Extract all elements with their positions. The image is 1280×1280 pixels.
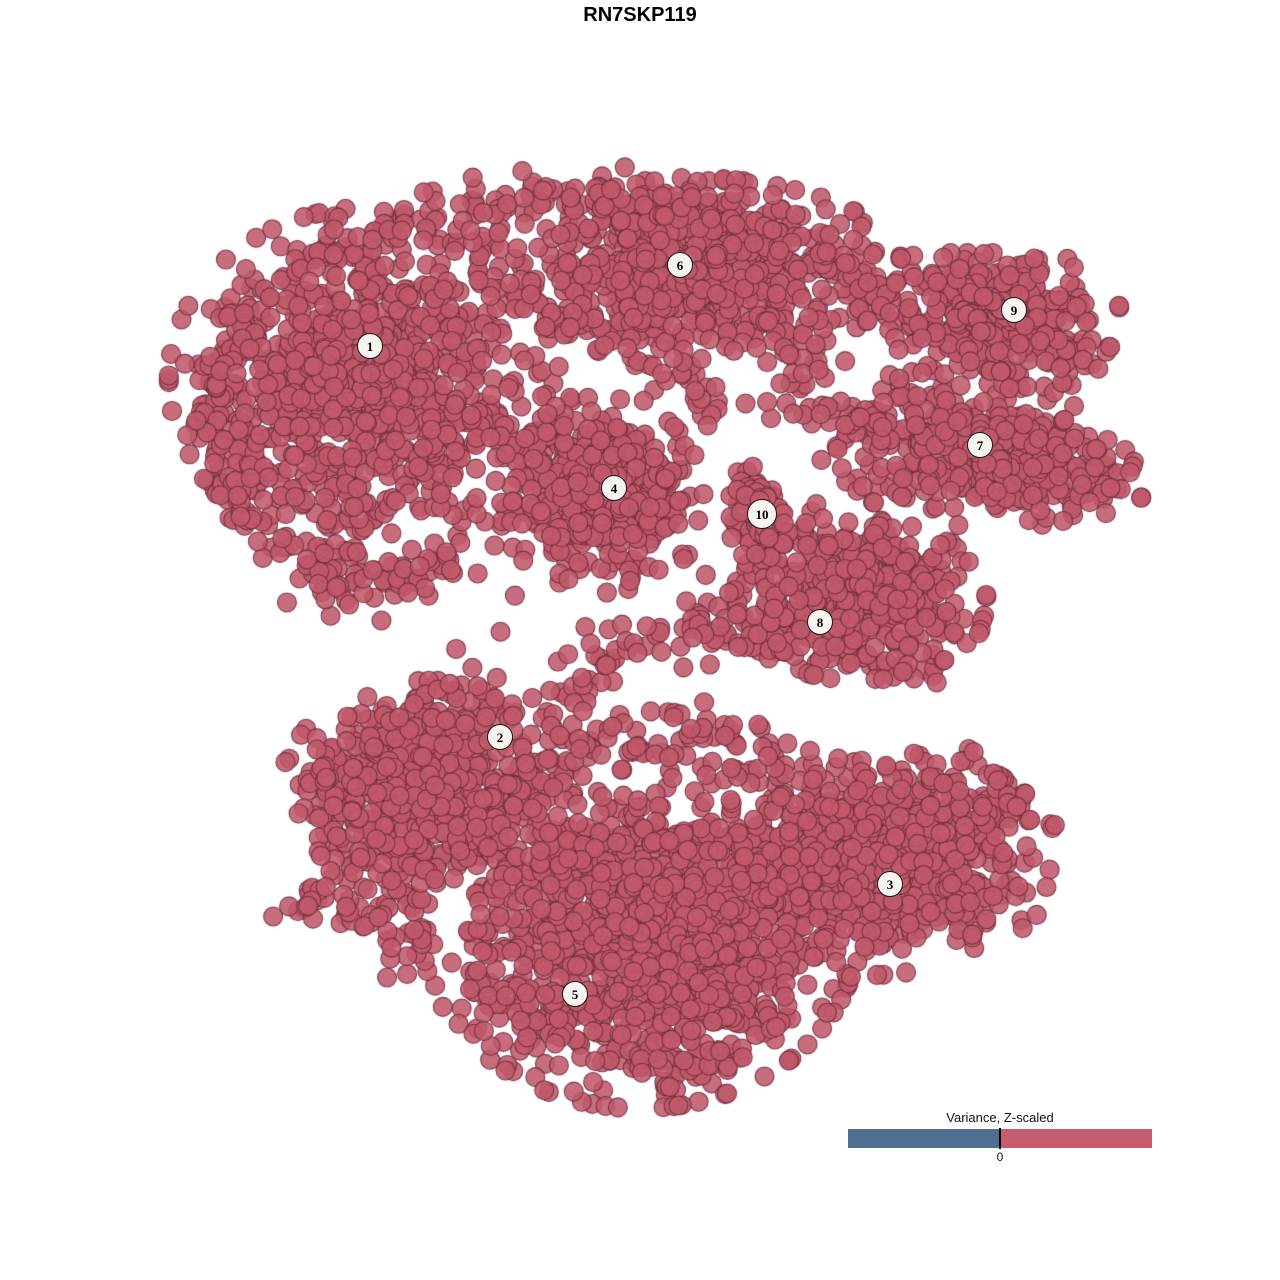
cluster-label-5: 5	[562, 981, 588, 1007]
cluster-label-text: 10	[755, 506, 769, 522]
cluster-label-9: 9	[1001, 297, 1027, 323]
cluster-label-3: 3	[877, 871, 903, 897]
cluster-label-2: 2	[487, 724, 513, 750]
cluster-label-text: 9	[1010, 302, 1018, 318]
legend-gradient-bar: 0	[848, 1128, 1152, 1164]
cluster-label-10: 10	[747, 499, 777, 529]
cluster-label-text: 4	[610, 480, 618, 496]
legend-zero-tick	[999, 1128, 1001, 1149]
legend-title: Variance, Z-scaled	[946, 1110, 1054, 1125]
legend-positive-swatch	[1000, 1129, 1152, 1148]
cluster-label-text: 8	[816, 614, 824, 630]
cluster-label-text: 2	[496, 729, 504, 745]
cluster-label-text: 5	[571, 986, 579, 1002]
cluster-label-6: 6	[667, 252, 693, 278]
cluster-label-8: 8	[807, 609, 833, 635]
cluster-label-7: 7	[967, 432, 993, 458]
cluster-label-text: 6	[676, 257, 684, 273]
legend-negative-swatch	[848, 1129, 1000, 1148]
cluster-label-4: 4	[601, 475, 627, 501]
cluster-label-1: 1	[357, 333, 383, 359]
colorbar-legend: Variance, Z-scaled 0	[848, 1110, 1152, 1164]
cluster-label-text: 3	[886, 876, 894, 892]
cluster-label-text: 1	[366, 338, 374, 354]
legend-zero-tick-label: 0	[996, 1150, 1004, 1164]
cluster-label-text: 7	[976, 437, 984, 453]
